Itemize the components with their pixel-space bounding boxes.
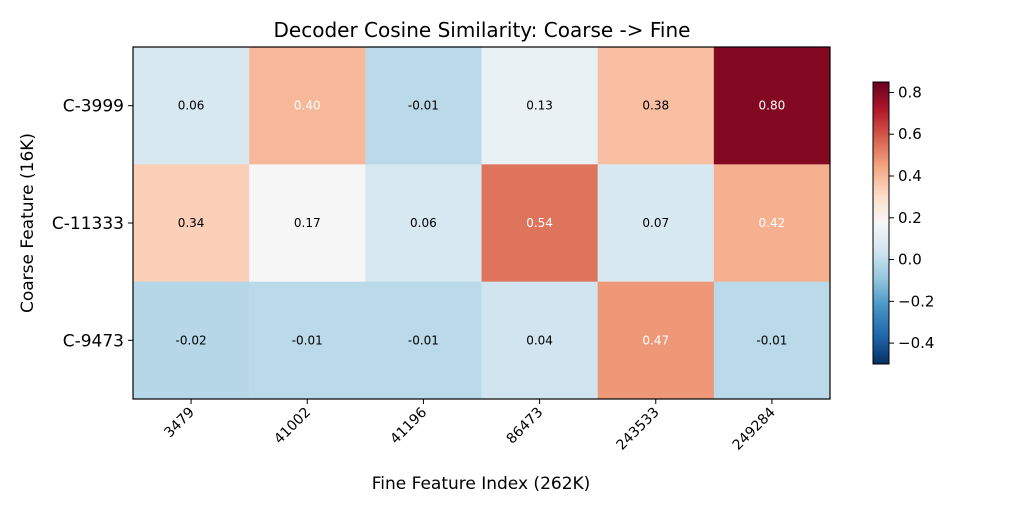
cell-value-label: -0.01 bbox=[756, 333, 787, 347]
colorbar-ticks: −0.4 −0.2 0.0 0.2 0.4 0.6 0.8 bbox=[889, 83, 934, 352]
colorbar-tick-label: 0.8 bbox=[898, 83, 922, 101]
cell-value-label: 0.04 bbox=[526, 333, 553, 347]
heatmap-cells: 0.06 0.40 -0.01 0.13 0.38 0.80 0.34 0.17 0.06 0.5… bbox=[133, 47, 831, 400]
cell-value-label: 0.47 bbox=[642, 333, 669, 347]
x-axis-ticks: 3479 41002 41196 86473 243533 249284 bbox=[161, 399, 779, 454]
colorbar: −0.4 −0.2 0.0 0.2 0.4 0.6 0.8 bbox=[872, 81, 934, 365]
y-tick-label: C-3999 bbox=[63, 97, 124, 117]
cell-value-label: 0.40 bbox=[294, 99, 321, 113]
heatmap-cell bbox=[481, 164, 599, 283]
cell-value-label: 0.17 bbox=[294, 216, 321, 230]
x-tick-label: 41196 bbox=[387, 404, 430, 447]
cell-value-label: 0.06 bbox=[410, 216, 437, 230]
cell-value-label: -0.01 bbox=[408, 99, 439, 113]
x-tick-label: 243533 bbox=[613, 405, 662, 454]
heatmap-cell bbox=[365, 281, 482, 400]
y-axis-label: Coarse Feature (16K) bbox=[18, 133, 38, 313]
cell-value-label: 0.38 bbox=[642, 99, 669, 113]
heatmap-cell bbox=[481, 47, 599, 165]
heatmap-cell bbox=[713, 164, 831, 283]
cell-value-label: 0.07 bbox=[642, 216, 669, 230]
heatmap-cell bbox=[713, 281, 831, 400]
heatmap-cell bbox=[249, 281, 366, 400]
heatmap-cell bbox=[597, 164, 715, 283]
cell-value-label: 0.06 bbox=[178, 99, 205, 113]
cell-value-label: -0.01 bbox=[292, 333, 323, 347]
chart-title: Decoder Cosine Similarity: Coarse -> Fin… bbox=[274, 18, 691, 42]
cell-value-label: 0.54 bbox=[526, 216, 553, 230]
x-axis-label: Fine Feature Index (262K) bbox=[372, 474, 591, 494]
x-tick-label: 86473 bbox=[504, 405, 547, 448]
cell-value-label: 0.13 bbox=[526, 99, 553, 113]
cell-value-label: -0.02 bbox=[176, 333, 207, 347]
colorbar-tick-label: 0.2 bbox=[898, 209, 922, 227]
y-tick-label: C-11333 bbox=[52, 214, 124, 234]
heatmap-cell bbox=[597, 281, 715, 400]
colorbar-tick-label: −0.4 bbox=[898, 334, 934, 352]
heatmap-cell bbox=[133, 281, 250, 400]
heatmap-cell bbox=[365, 164, 482, 283]
x-tick-label: 41002 bbox=[271, 405, 314, 448]
x-tick-label: 249284 bbox=[730, 404, 779, 453]
heatmap-cell bbox=[365, 47, 482, 165]
colorbar-tick-label: 0.0 bbox=[898, 251, 922, 269]
cell-value-label: -0.01 bbox=[408, 333, 439, 347]
heatmap-cell bbox=[481, 281, 599, 400]
cell-value-label: 0.80 bbox=[759, 99, 786, 113]
x-tick-label: 3479 bbox=[161, 405, 198, 442]
heatmap-cell bbox=[597, 47, 715, 165]
heatmap-cell bbox=[249, 47, 366, 165]
heatmap-cell bbox=[249, 164, 366, 283]
heatmap-cell bbox=[133, 164, 250, 283]
y-tick-label: C-9473 bbox=[63, 331, 124, 351]
heatmap-cell bbox=[713, 47, 831, 165]
colorbar-gradient bbox=[872, 81, 890, 365]
y-axis-ticks: C-3999 C-11333 C-9473 bbox=[52, 97, 133, 351]
heatmap-cell bbox=[133, 47, 250, 165]
colorbar-tick-label: −0.2 bbox=[898, 292, 934, 310]
cell-value-label: 0.34 bbox=[178, 216, 205, 230]
colorbar-tick-label: 0.6 bbox=[898, 125, 922, 143]
cell-value-label: 0.42 bbox=[759, 216, 786, 230]
colorbar-tick-label: 0.4 bbox=[898, 167, 922, 185]
